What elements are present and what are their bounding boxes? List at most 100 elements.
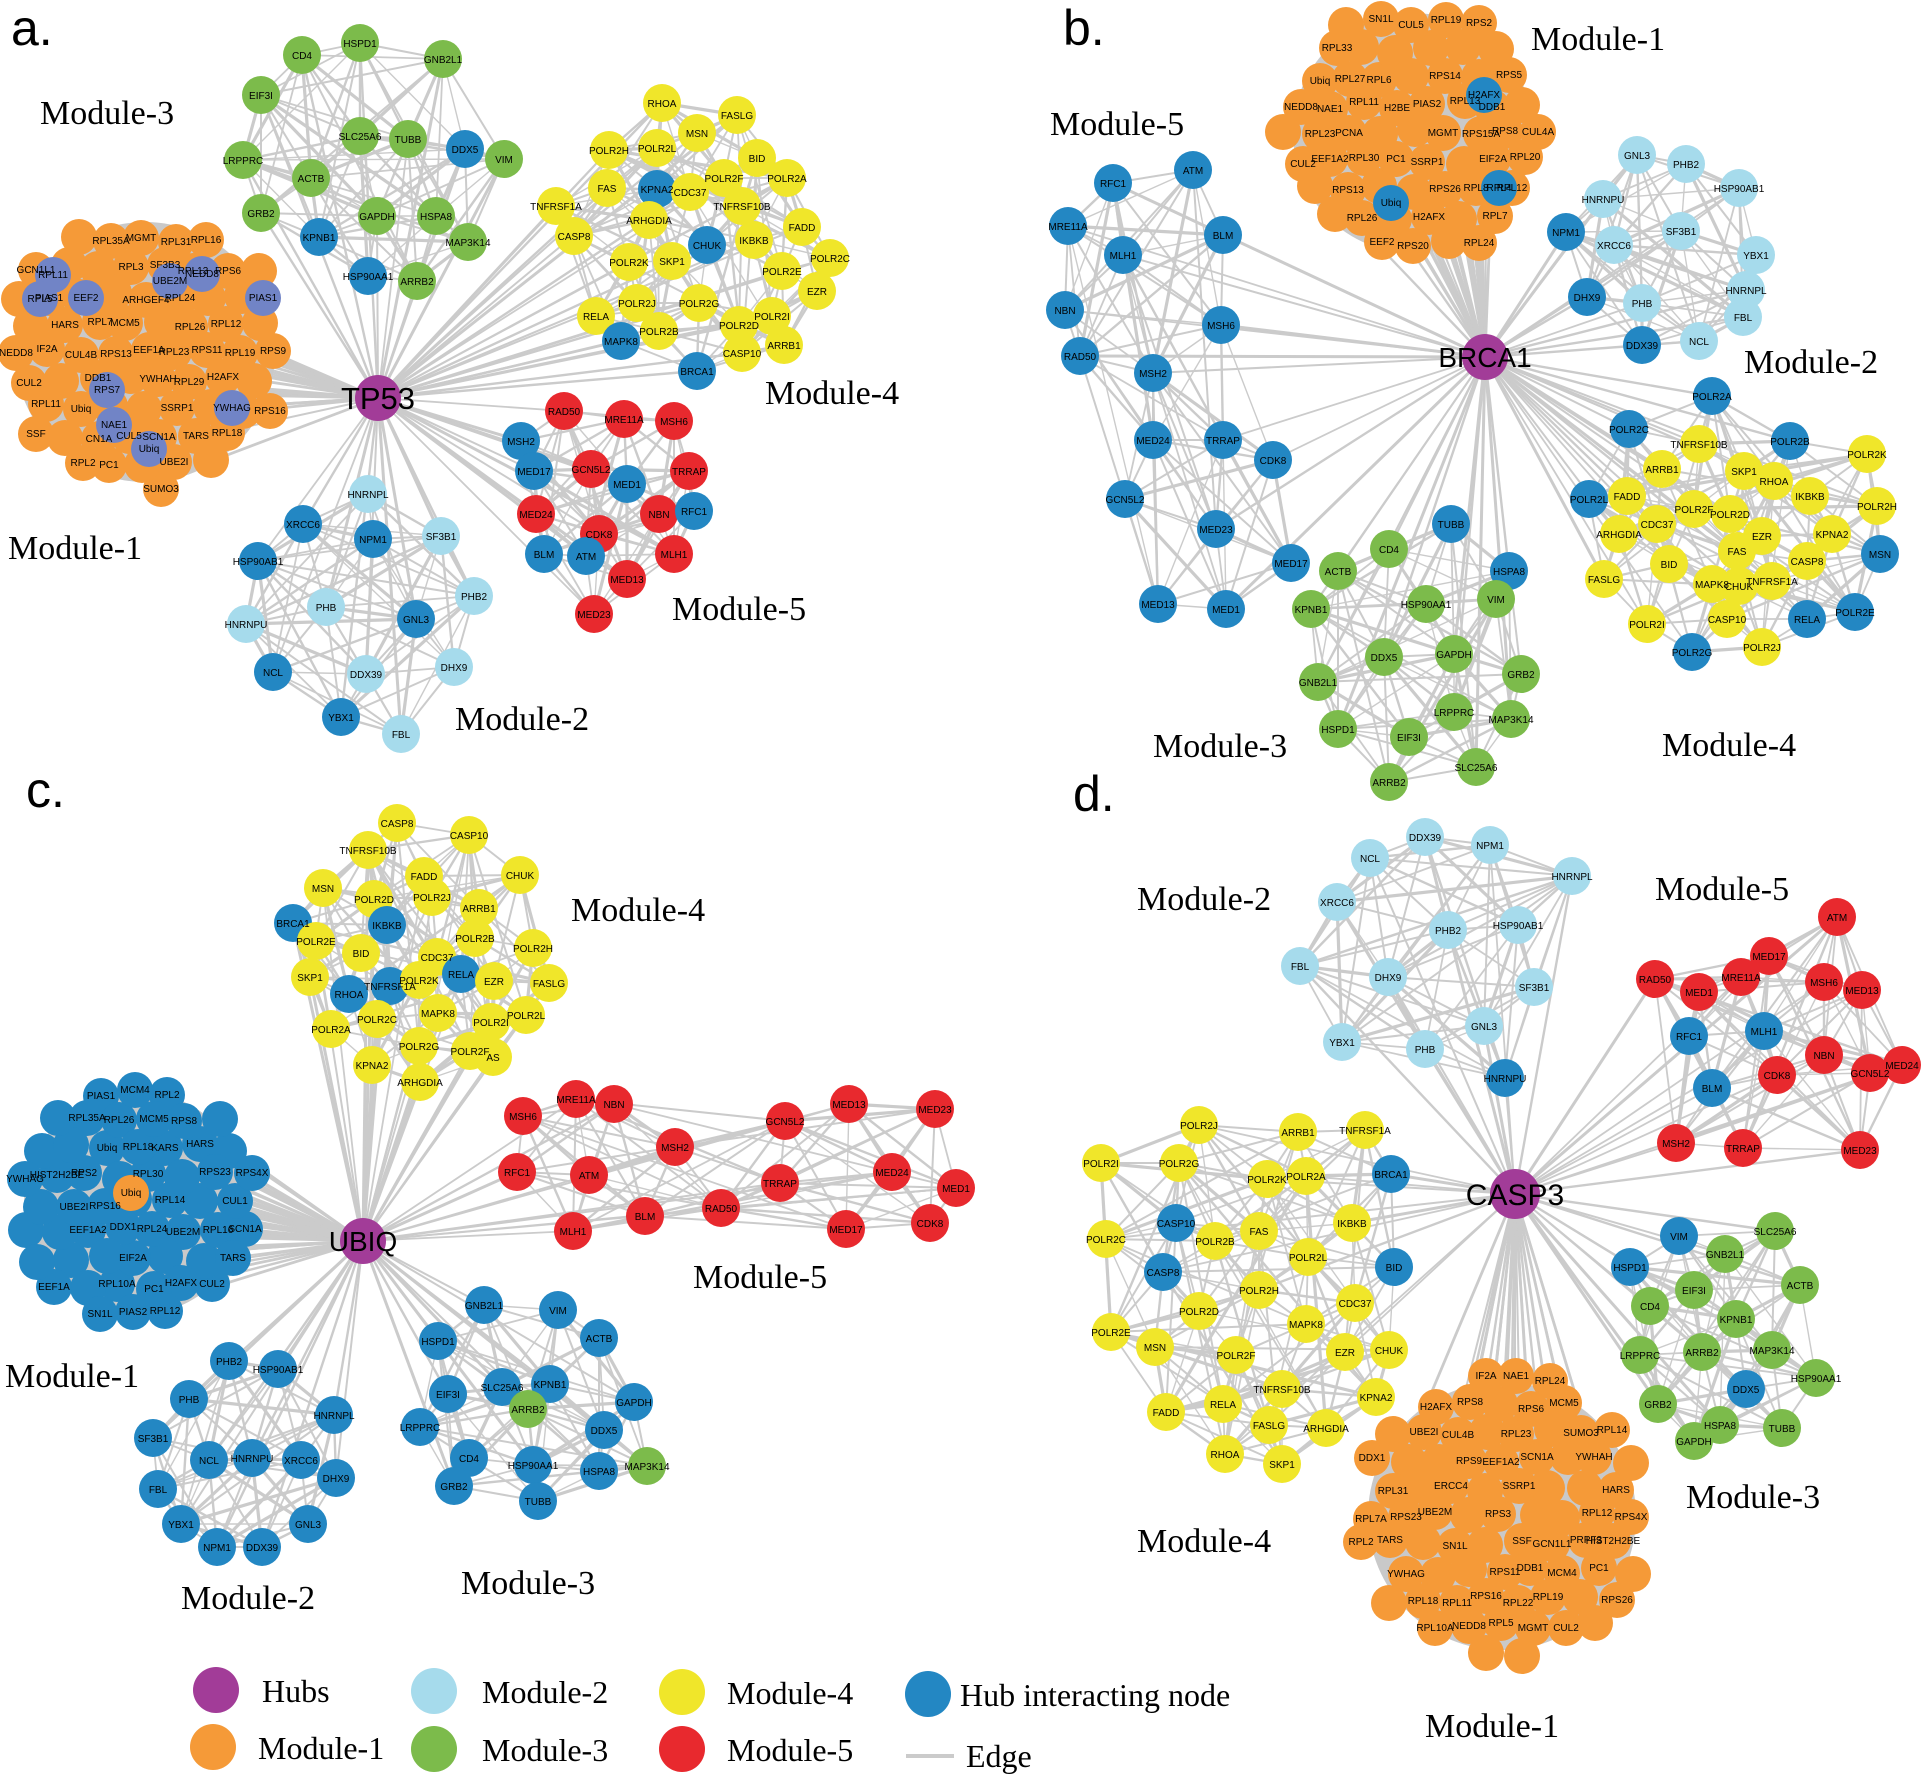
svg-text:XRCC6: XRCC6 <box>1320 898 1354 909</box>
svg-text:EIF3I: EIF3I <box>1682 1286 1706 1297</box>
svg-text:FBL: FBL <box>1734 313 1753 324</box>
svg-text:UBE2I: UBE2I <box>160 457 189 468</box>
svg-text:FAS: FAS <box>598 184 617 195</box>
svg-text:NCL: NCL <box>199 1456 219 1467</box>
svg-text:MAPK8: MAPK8 <box>1695 580 1729 591</box>
svg-text:PIAS2: PIAS2 <box>1413 99 1442 110</box>
svg-text:RHOA: RHOA <box>335 990 364 1001</box>
svg-text:MSN: MSN <box>686 129 708 140</box>
svg-text:HSPD1: HSPD1 <box>1613 1263 1647 1274</box>
svg-text:EZR: EZR <box>807 287 827 298</box>
svg-text:GRB2: GRB2 <box>247 209 275 220</box>
svg-text:KPNB1: KPNB1 <box>1720 1315 1753 1326</box>
svg-text:PIAS2: PIAS2 <box>119 1307 148 1318</box>
svg-text:KPNA2: KPNA2 <box>356 1061 389 1072</box>
svg-text:PC1: PC1 <box>1386 154 1406 165</box>
svg-text:POLR2G: POLR2G <box>1672 648 1713 659</box>
svg-text:NCL: NCL <box>1689 337 1709 348</box>
svg-text:CDC37: CDC37 <box>1339 1299 1372 1310</box>
svg-text:IF2A: IF2A <box>36 344 57 355</box>
svg-text:Ubiq: Ubiq <box>139 444 160 455</box>
svg-text:POLR2C: POLR2C <box>1609 425 1649 436</box>
svg-text:Module-4: Module-4 <box>571 892 705 929</box>
svg-text:UBE2M: UBE2M <box>153 276 187 287</box>
svg-text:GNB2L1: GNB2L1 <box>1706 1250 1745 1261</box>
svg-text:GNB2L1: GNB2L1 <box>1299 678 1338 689</box>
svg-text:MED1: MED1 <box>942 1184 970 1195</box>
svg-text:MCM5: MCM5 <box>110 318 140 329</box>
svg-text:RPS11: RPS11 <box>1490 1567 1521 1578</box>
svg-text:HIST2H2BE: HIST2H2BE <box>30 1170 85 1181</box>
svg-text:POLR2H: POLR2H <box>1857 502 1897 513</box>
svg-text:PCNA: PCNA <box>1335 128 1363 139</box>
svg-text:SF3B1: SF3B1 <box>1666 227 1697 238</box>
svg-text:PHB2: PHB2 <box>461 592 488 603</box>
svg-text:IKBKB: IKBKB <box>372 921 402 932</box>
svg-text:RPL12: RPL12 <box>150 1306 181 1317</box>
svg-text:TNFRSF1A: TNFRSF1A <box>530 202 582 213</box>
svg-text:RPS8: RPS8 <box>1492 126 1519 137</box>
svg-text:GAPDH: GAPDH <box>1436 650 1472 661</box>
svg-text:GAPDH: GAPDH <box>616 1398 652 1409</box>
svg-text:POLR2J: POLR2J <box>1743 643 1781 654</box>
svg-text:Module-3: Module-3 <box>40 95 174 132</box>
svg-text:MCM4: MCM4 <box>1547 1568 1577 1579</box>
svg-text:MGMT: MGMT <box>1518 1623 1549 1634</box>
svg-text:ARRB1: ARRB1 <box>767 341 801 352</box>
svg-text:RPL24: RPL24 <box>1535 1376 1566 1387</box>
svg-text:FASLG: FASLG <box>721 111 753 122</box>
svg-text:CDK8: CDK8 <box>917 1219 944 1230</box>
svg-text:HNRNPU: HNRNPU <box>225 620 268 631</box>
svg-text:BID: BID <box>353 949 370 960</box>
svg-text:TNFRSF1A: TNFRSF1A <box>364 982 416 993</box>
svg-text:POLR2H: POLR2H <box>1239 1286 1279 1297</box>
svg-text:MSH2: MSH2 <box>661 1143 689 1154</box>
svg-text:HSP90AB1: HSP90AB1 <box>1714 184 1765 195</box>
svg-text:VIM: VIM <box>495 155 513 166</box>
svg-text:DDX39: DDX39 <box>1626 341 1659 352</box>
svg-text:RPL6: RPL6 <box>1366 75 1391 86</box>
svg-text:RPS6: RPS6 <box>215 266 242 277</box>
svg-text:EIF3I: EIF3I <box>436 1390 460 1401</box>
svg-text:IKBKB: IKBKB <box>1337 1219 1367 1230</box>
svg-text:RPL4: RPL4 <box>1486 183 1511 194</box>
svg-text:RPL11: RPL11 <box>1349 97 1379 108</box>
svg-text:NEDD8: NEDD8 <box>185 269 219 280</box>
svg-text:H2BE: H2BE <box>1384 103 1410 114</box>
svg-text:POLR2J: POLR2J <box>413 893 451 904</box>
svg-text:POLR2G: POLR2G <box>1159 1159 1200 1170</box>
svg-text:SCN1A: SCN1A <box>1520 1452 1554 1463</box>
svg-text:TARS: TARS <box>183 431 209 442</box>
svg-text:HSP90AB1: HSP90AB1 <box>233 557 284 568</box>
svg-text:BID: BID <box>749 154 766 165</box>
svg-text:XRCC6: XRCC6 <box>286 520 320 531</box>
svg-text:POLR2I: POLR2I <box>1629 620 1665 631</box>
svg-text:MED24: MED24 <box>1136 436 1170 447</box>
svg-text:EEF2: EEF2 <box>73 293 98 304</box>
svg-text:POLR2C: POLR2C <box>1086 1235 1126 1246</box>
svg-text:RPL16: RPL16 <box>203 1225 234 1236</box>
svg-text:MED23: MED23 <box>1843 1146 1877 1157</box>
svg-text:RPL23: RPL23 <box>1305 129 1336 140</box>
svg-text:ARHGDIA: ARHGDIA <box>1303 1424 1349 1435</box>
svg-text:CHUK: CHUK <box>693 241 722 252</box>
svg-text:RELA: RELA <box>448 970 474 981</box>
svg-text:MED13: MED13 <box>610 575 644 586</box>
svg-text:RPS6: RPS6 <box>1518 1404 1545 1415</box>
svg-text:RPS23: RPS23 <box>1390 1512 1422 1523</box>
svg-text:NEDD8: NEDD8 <box>1452 1621 1486 1632</box>
svg-text:CD4: CD4 <box>1379 545 1399 556</box>
svg-text:POLR2B: POLR2B <box>1195 1237 1235 1248</box>
svg-text:SSF: SSF <box>1512 1536 1531 1547</box>
svg-text:YBX1: YBX1 <box>1329 1038 1355 1049</box>
svg-text:CUL2: CUL2 <box>16 378 42 389</box>
svg-text:RPS26: RPS26 <box>1601 1595 1633 1606</box>
svg-text:Module-1: Module-1 <box>258 1730 384 1766</box>
svg-text:RPL7: RPL7 <box>87 317 112 328</box>
svg-text:CDC37: CDC37 <box>421 953 454 964</box>
svg-text:POLR2F: POLR2F <box>705 174 744 185</box>
svg-text:TNFRSF10B: TNFRSF10B <box>339 846 397 857</box>
svg-text:POLR2K: POLR2K <box>1247 1175 1287 1186</box>
svg-text:MED13: MED13 <box>1845 986 1879 997</box>
svg-text:PHB: PHB <box>179 1395 200 1406</box>
